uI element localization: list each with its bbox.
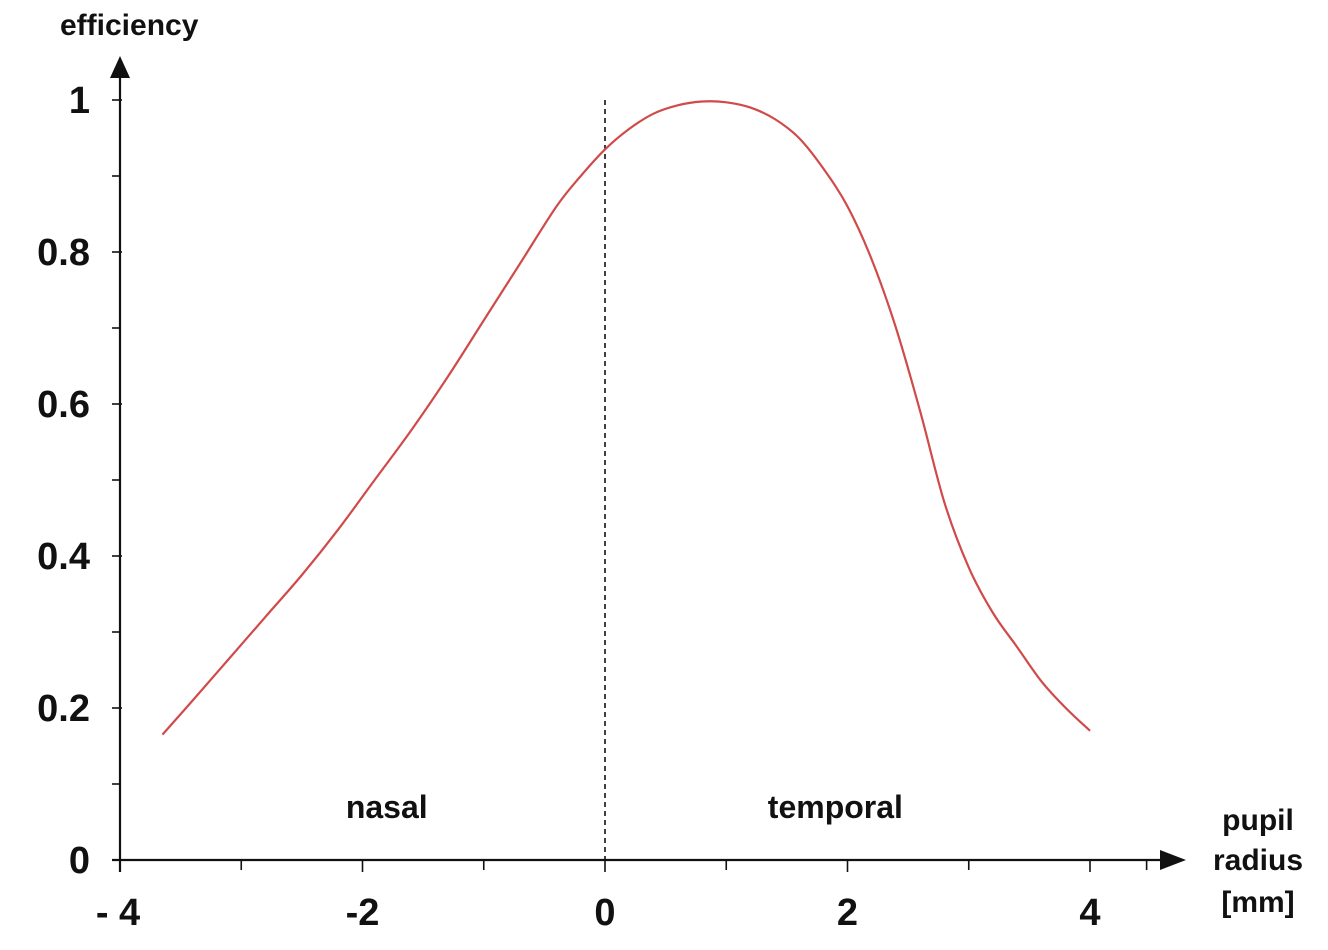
x-tick-label: 0 bbox=[594, 892, 615, 934]
efficiency-curve bbox=[161, 100, 1091, 736]
y-tick-label: 1 bbox=[69, 80, 90, 122]
axes-group bbox=[110, 56, 1186, 872]
x-axis-arrow bbox=[1160, 850, 1186, 870]
y-tick-label: 0 bbox=[69, 840, 90, 882]
x-tick-label: -2 bbox=[346, 892, 380, 934]
y-axis-title: efficiency bbox=[60, 9, 199, 42]
x-axis-title-line-2: radius bbox=[1213, 844, 1303, 877]
y-tick-label: 0.4 bbox=[37, 536, 90, 578]
x-axis-title-line-3: [mm] bbox=[1221, 886, 1294, 919]
y-tick-label: 0.6 bbox=[37, 384, 90, 426]
x-tick-label: - 4 bbox=[96, 892, 140, 934]
tick-labels-group: 0 0.2 0.4 0.6 0.8 1 - 4 -2 0 2 4 bbox=[37, 80, 1100, 934]
x-axis-title-line-1: pupil bbox=[1222, 804, 1294, 837]
x-tick-label: 4 bbox=[1079, 892, 1100, 934]
y-tick-label: 0.8 bbox=[37, 232, 90, 274]
ticks-group bbox=[112, 99, 1148, 872]
y-tick-label: 0.2 bbox=[37, 688, 90, 730]
y-axis-arrow bbox=[110, 56, 130, 78]
annotation-nasal: nasal bbox=[346, 789, 428, 825]
annotation-temporal: temporal bbox=[768, 789, 903, 825]
x-tick-label: 2 bbox=[837, 892, 858, 934]
